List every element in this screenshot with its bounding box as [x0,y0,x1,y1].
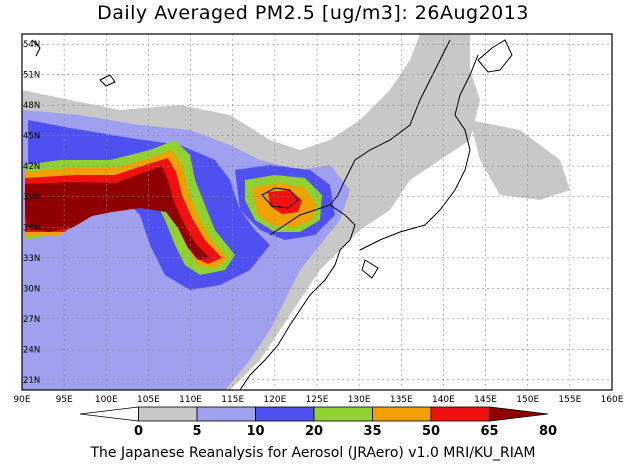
lon-tick-label: 105E [137,395,160,405]
colorbar-level-label: 20 [305,424,323,439]
lat-tick-label: 48N [23,101,40,111]
colorbar-segment [430,406,490,422]
colorbar-level-label: 5 [192,424,201,439]
lon-tick-label: 95E [56,395,73,405]
colorbar: 0 5 10 20 35 50 65 80 [79,406,557,439]
lat-tick-label: 42N [23,162,40,172]
lon-tick-label: 130E [348,395,371,405]
map-frame [21,33,613,391]
lat-tick-label: 36N [23,223,40,233]
colorbar-level-label: 10 [246,424,264,439]
lon-tick-label: 145E [474,395,497,405]
pm25-field [22,34,570,390]
colorbar-segment [372,406,432,422]
colorbar-segment [138,406,198,422]
credit-footer: The Japanese Reanalysis for Aerosol (JRA… [90,445,536,461]
colorbar-level-label: 50 [422,424,440,439]
lon-tick-label: 110E [179,395,202,405]
lat-tick-label: 54N [23,40,40,50]
colorbar-level-label: 35 [363,424,381,439]
coastlines [31,39,513,391]
map-grid [22,34,612,390]
colorbar-level-label: 65 [480,424,498,439]
lat-tick-label: 30N [23,284,40,294]
lat-tick-label: 33N [23,254,40,264]
lat-tick-labels: 21N 24N 27N 30N 33N 36N 39N 42N 45N 48N 51N 54N [23,40,40,386]
lon-tick-label: 150E [516,395,539,405]
lon-tick-label: 135E [390,395,413,405]
colorbar-level-label: 0 [134,424,143,439]
map-title: Daily Averaged PM2.5 [ug/m3]: 26Aug2013 [97,2,529,24]
band-65-80-ne [268,190,302,214]
lat-tick-label: 45N [23,132,40,142]
colorbar-level-label: 80 [539,424,557,439]
colorbar-segment [313,406,373,422]
lon-tick-label: 125E [306,395,329,405]
band-80-plus [25,166,210,260]
colorbar-segment [255,406,315,422]
lon-tick-label: 160E [601,395,624,405]
lon-tick-label: 140E [432,395,455,405]
lon-tick-label: 90E [13,395,30,405]
lat-tick-label: 24N [23,345,40,355]
colorbar-segment [79,406,139,422]
colorbar-segment [196,406,256,422]
band-5-10-east [470,120,570,200]
lat-tick-label: 39N [23,193,40,203]
lon-tick-label: 115E [221,395,244,405]
lon-tick-label: 100E [95,395,118,405]
colorbar-segment [489,406,549,422]
lon-tick-label: 120E [263,395,286,405]
lat-tick-label: 27N [23,315,40,325]
lat-tick-label: 51N [23,71,40,81]
lon-tick-labels: 90E 95E 100E 105E 110E 115E 120E 125E 130E 135E 14… [13,395,623,405]
lat-tick-label: 21N [23,376,40,386]
lon-tick-label: 155E [558,395,581,405]
